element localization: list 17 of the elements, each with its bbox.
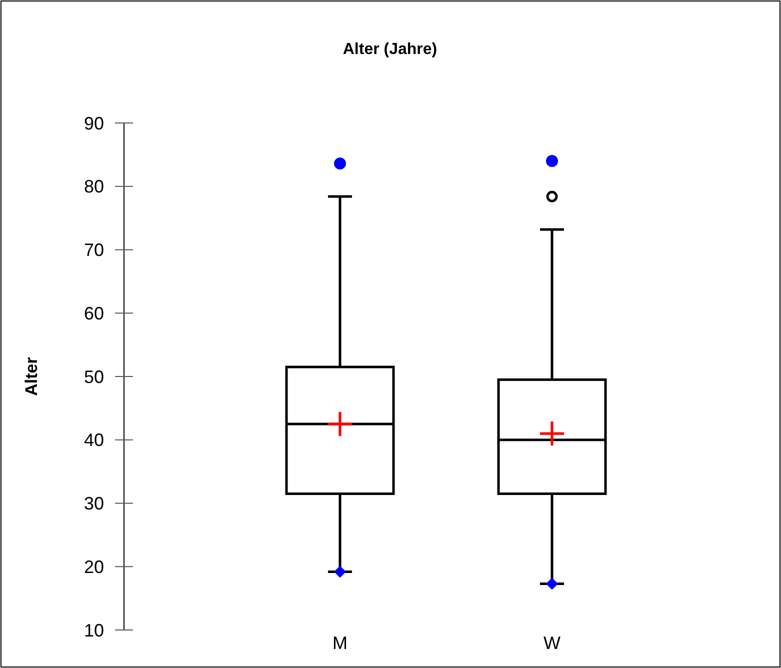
- y-tick-label: 90: [84, 113, 104, 134]
- point: [334, 158, 346, 170]
- chart-title: Alter (Jahre): [342, 41, 438, 58]
- y-tick-label: 60: [84, 303, 104, 324]
- y-tick-label: 50: [84, 366, 104, 387]
- point: [546, 578, 558, 590]
- x-tick-label: W: [544, 633, 560, 653]
- y-axis-title: Alter: [22, 356, 41, 396]
- point: [334, 566, 346, 578]
- y-tick-label: 20: [84, 556, 104, 577]
- y-tick-label: 70: [84, 240, 104, 260]
- y-tick-label: 10: [84, 620, 104, 640]
- y-tick-label: 80: [84, 176, 104, 197]
- y-tick-label: 30: [84, 494, 104, 514]
- y-tick-label: 40: [84, 430, 104, 450]
- x-tick-label: M: [332, 633, 348, 653]
- point: [546, 155, 558, 168]
